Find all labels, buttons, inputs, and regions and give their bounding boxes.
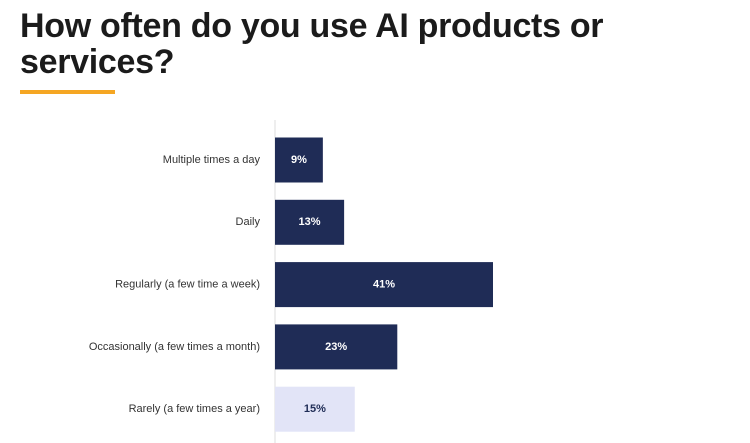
value-label: 15%	[304, 403, 326, 415]
title-underline	[20, 90, 115, 94]
category-label: Multiple times a day	[163, 154, 261, 166]
category-label: Daily	[236, 216, 261, 228]
bar	[275, 386, 355, 432]
value-label: 9%	[291, 154, 307, 166]
bar	[275, 137, 323, 183]
category-label: Occasionally (a few times a month)	[89, 341, 260, 353]
bar	[275, 262, 493, 308]
value-label: 13%	[299, 216, 321, 228]
value-label: 23%	[325, 341, 347, 353]
bar	[275, 324, 398, 370]
chart-title: How often do you use AI products or serv…	[20, 7, 604, 81]
category-label: Rarely (a few times a year)	[129, 403, 260, 415]
value-label: 41%	[373, 279, 395, 291]
category-label: Regularly (a few time a week)	[115, 279, 260, 291]
bar	[275, 199, 345, 245]
